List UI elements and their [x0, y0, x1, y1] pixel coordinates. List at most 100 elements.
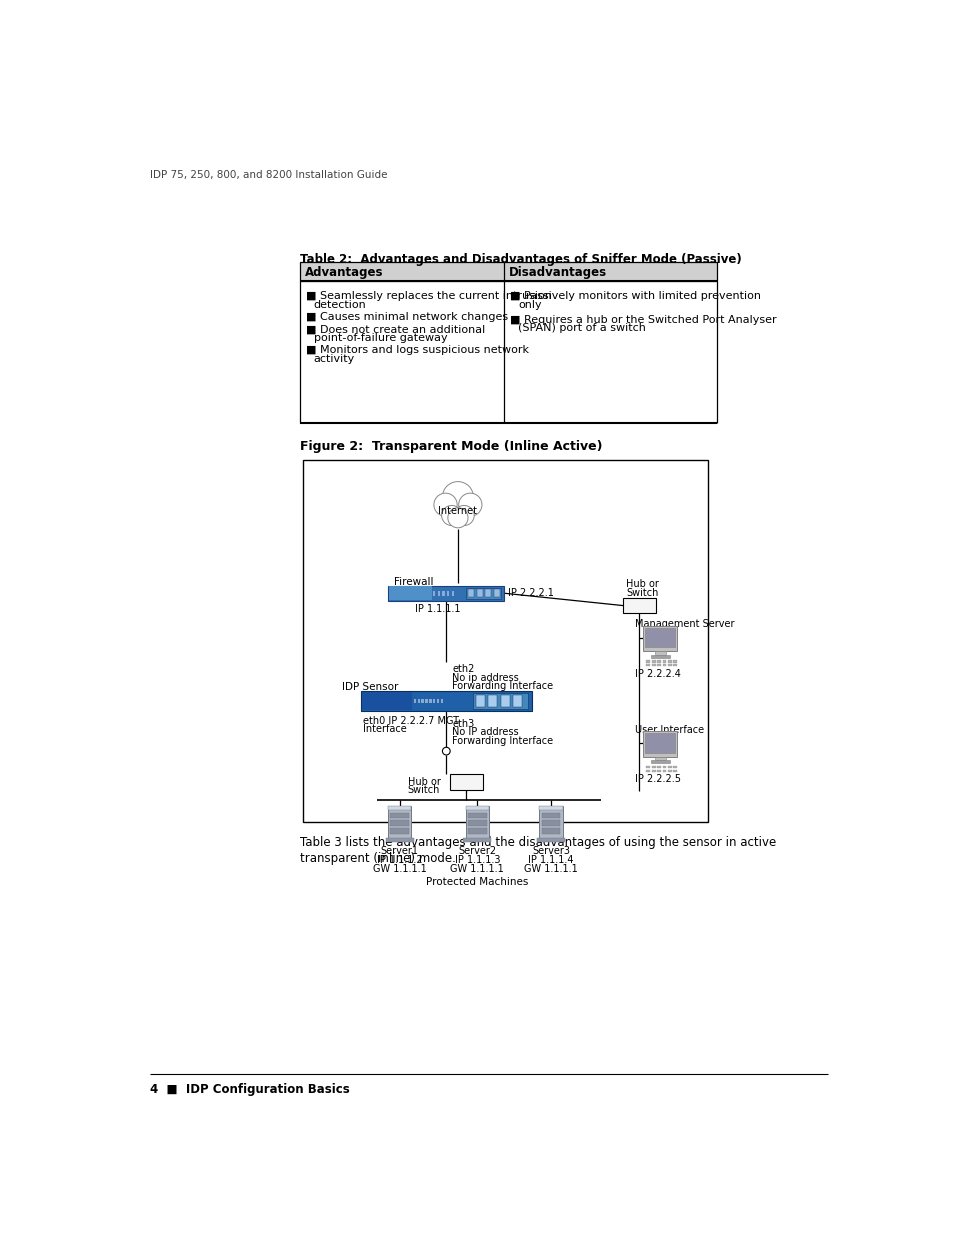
Circle shape — [434, 493, 456, 516]
Bar — [452, 592, 454, 595]
Bar — [421, 699, 423, 704]
Bar — [537, 839, 564, 842]
Text: only: only — [517, 300, 541, 310]
Bar — [484, 589, 491, 597]
Bar — [388, 805, 411, 810]
Bar — [651, 769, 655, 772]
Bar — [389, 587, 431, 600]
Text: No ip address: No ip address — [452, 673, 518, 683]
Text: Figure 2:  Transparent Mode (Inline Active): Figure 2: Transparent Mode (Inline Activ… — [299, 440, 601, 453]
Bar — [450, 774, 482, 789]
Text: ■ Causes minimal network changes: ■ Causes minimal network changes — [306, 312, 508, 322]
Bar — [654, 651, 665, 655]
Bar — [476, 589, 482, 597]
Bar — [642, 731, 677, 757]
Bar — [651, 661, 655, 662]
Text: eth0 IP 2.2.2.7 MGT: eth0 IP 2.2.2.7 MGT — [363, 716, 459, 726]
Text: Server3: Server3 — [532, 846, 569, 856]
Bar — [390, 813, 409, 818]
Text: IDP 75, 250, 800, and 8200 Installation Guide: IDP 75, 250, 800, and 8200 Installation … — [150, 169, 387, 180]
Bar — [661, 664, 666, 667]
Bar — [541, 829, 559, 834]
Text: Hub or: Hub or — [407, 777, 440, 787]
Bar — [645, 769, 649, 772]
Bar — [463, 839, 491, 842]
Bar — [661, 766, 666, 768]
Text: Table 2:  Advantages and Disadvantages of Sniffer Mode (Passive): Table 2: Advantages and Disadvantages of… — [299, 253, 740, 266]
Bar — [673, 766, 677, 768]
Bar — [465, 588, 500, 599]
Bar — [385, 839, 414, 842]
Circle shape — [447, 508, 468, 527]
Bar — [468, 829, 486, 834]
Bar — [447, 592, 449, 595]
Bar — [657, 769, 660, 772]
Bar — [657, 661, 660, 662]
Bar — [645, 627, 674, 647]
Text: Management Server: Management Server — [635, 620, 734, 630]
Bar — [667, 664, 671, 667]
Text: Internet: Internet — [438, 506, 476, 516]
Text: eth3: eth3 — [452, 719, 475, 729]
Bar — [622, 598, 655, 614]
Bar — [414, 699, 416, 704]
Text: 4  ■  IDP Configuration Basics: 4 ■ IDP Configuration Basics — [150, 1083, 350, 1095]
Bar — [437, 592, 439, 595]
Text: Forwarding Interface: Forwarding Interface — [452, 680, 553, 692]
Text: detection: detection — [314, 300, 366, 310]
Circle shape — [458, 493, 481, 516]
Text: IP 1.1.1.3: IP 1.1.1.3 — [454, 855, 499, 864]
Text: Switch: Switch — [625, 588, 658, 598]
Bar — [465, 805, 488, 839]
Text: Server2: Server2 — [457, 846, 496, 856]
Text: Interface: Interface — [363, 724, 407, 734]
Bar — [667, 769, 671, 772]
Text: activity: activity — [314, 353, 355, 364]
Bar — [433, 592, 435, 595]
Bar — [390, 829, 409, 834]
Bar — [433, 699, 435, 704]
Text: GW 1.1.1.1: GW 1.1.1.1 — [373, 864, 426, 874]
Text: Disadvantages: Disadvantages — [508, 266, 606, 279]
Text: IDP Sensor: IDP Sensor — [341, 682, 397, 692]
Bar — [473, 693, 527, 709]
Circle shape — [442, 747, 450, 755]
Bar — [493, 589, 499, 597]
Bar — [440, 699, 443, 704]
Text: IP 1.1.1.4: IP 1.1.1.4 — [528, 855, 573, 864]
Bar — [645, 661, 649, 662]
Bar — [465, 805, 488, 810]
Bar — [650, 761, 669, 763]
Bar — [642, 626, 677, 651]
Text: Switch: Switch — [407, 785, 439, 795]
Text: GW 1.1.1.1: GW 1.1.1.1 — [450, 864, 503, 874]
Text: Hub or: Hub or — [625, 579, 659, 589]
Bar — [513, 695, 521, 708]
Text: IP 2.2.2.4: IP 2.2.2.4 — [635, 668, 680, 679]
Circle shape — [441, 505, 461, 526]
Text: IP 2.2.2.1: IP 2.2.2.1 — [507, 588, 553, 598]
Text: ■ Seamlessly replaces the current intrusion: ■ Seamlessly replaces the current intrus… — [306, 291, 552, 301]
Text: ■ Passively monitors with limited prevention: ■ Passively monitors with limited preven… — [510, 291, 760, 301]
Circle shape — [442, 482, 473, 513]
Bar — [657, 664, 660, 667]
Bar — [673, 661, 677, 662]
Text: Advantages: Advantages — [304, 266, 382, 279]
Bar — [661, 661, 666, 662]
Text: Protected Machines: Protected Machines — [426, 877, 528, 887]
Text: Table 3 lists the advantages and the disadvantages of using the sensor in active: Table 3 lists the advantages and the dis… — [299, 836, 775, 864]
Bar — [673, 664, 677, 667]
Bar — [538, 805, 562, 839]
Bar — [303, 461, 707, 823]
Text: No IP address: No IP address — [452, 727, 518, 737]
Bar — [436, 699, 439, 704]
Bar — [651, 664, 655, 667]
Text: IP 1.1.1.1: IP 1.1.1.1 — [415, 604, 460, 614]
Bar — [442, 592, 444, 595]
Bar — [667, 766, 671, 768]
Bar — [645, 766, 649, 768]
Bar — [657, 766, 660, 768]
Bar — [654, 757, 665, 761]
Bar — [468, 589, 474, 597]
Bar — [476, 695, 484, 708]
